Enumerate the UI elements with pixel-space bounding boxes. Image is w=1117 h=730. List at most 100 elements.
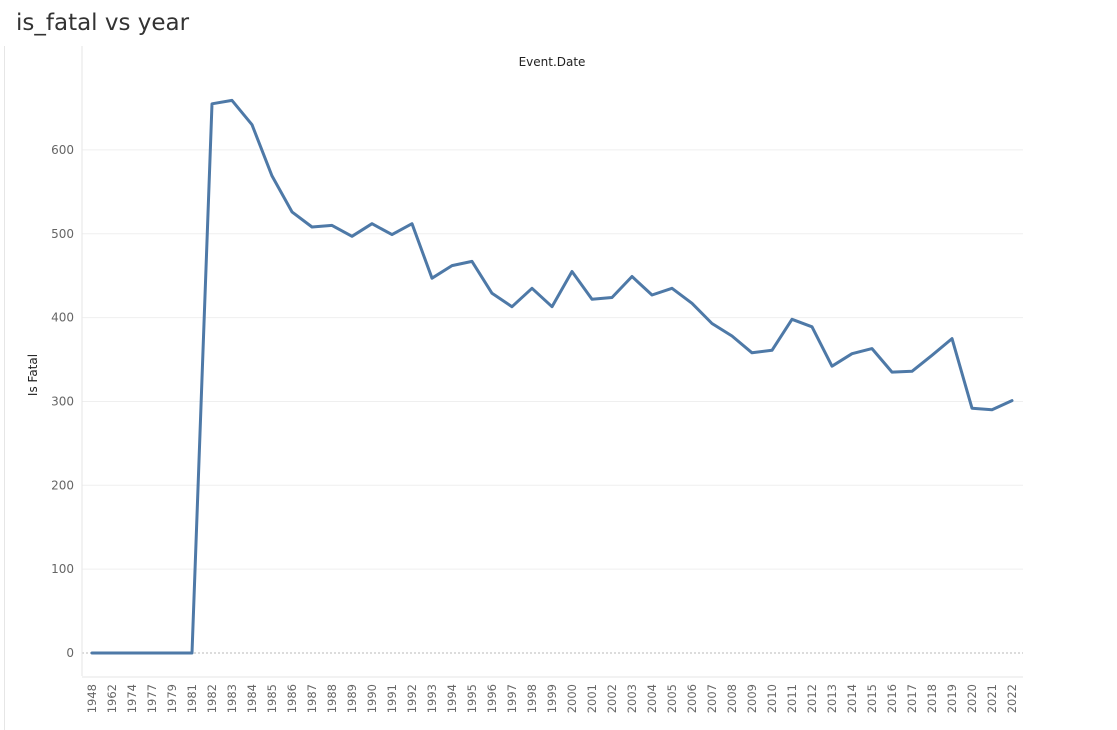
- series[interactable]: [88, 96, 1016, 657]
- x-tick-label: 2004: [645, 684, 659, 713]
- x-tick-label: 1997: [505, 684, 519, 713]
- data-point[interactable]: [768, 346, 776, 354]
- data-point[interactable]: [508, 303, 516, 311]
- data-point[interactable]: [568, 268, 576, 276]
- x-tick-label: 2020: [965, 684, 979, 713]
- x-tick-label: 2000: [565, 684, 579, 713]
- data-point[interactable]: [388, 231, 396, 239]
- x-tick-label: 1994: [445, 684, 459, 713]
- x-tick-label: 2014: [845, 684, 859, 713]
- x-tick-label: 2016: [885, 684, 899, 713]
- x-tick-label: 2003: [625, 684, 639, 713]
- x-tick-label: 1995: [465, 684, 479, 713]
- x-axis-title: Event.Date: [519, 55, 586, 69]
- data-point[interactable]: [468, 257, 476, 265]
- data-point[interactable]: [408, 220, 416, 228]
- data-point[interactable]: [108, 649, 116, 657]
- x-tick-label: 1987: [305, 684, 319, 713]
- data-point[interactable]: [228, 96, 236, 104]
- x-tick-label: 1984: [245, 684, 259, 713]
- y-tick-label: 0: [66, 646, 74, 660]
- data-point[interactable]: [268, 172, 276, 180]
- x-tick-label: 1977: [145, 684, 159, 713]
- x-tick-label: 2005: [665, 684, 679, 713]
- data-point[interactable]: [308, 223, 316, 231]
- x-tick-label: 1989: [345, 684, 359, 713]
- x-tick-label: 1981: [185, 684, 199, 713]
- x-tick-label: 2022: [1005, 684, 1019, 713]
- x-tick-label: 2011: [785, 684, 799, 713]
- sheet-border: [4, 46, 5, 730]
- data-point[interactable]: [808, 323, 816, 331]
- data-point[interactable]: [448, 262, 456, 270]
- x-tick-label: 2012: [805, 684, 819, 713]
- x-tick-label: 1985: [265, 684, 279, 713]
- x-tick-label: 2007: [705, 684, 719, 713]
- data-point[interactable]: [728, 332, 736, 340]
- series-line[interactable]: [90, 98, 1014, 655]
- data-point[interactable]: [428, 274, 436, 282]
- data-point[interactable]: [1008, 397, 1016, 405]
- data-point[interactable]: [168, 649, 176, 657]
- data-point[interactable]: [928, 351, 936, 359]
- x-tick-label: 2008: [725, 684, 739, 713]
- data-point[interactable]: [908, 367, 916, 375]
- x-tick-label: 1998: [525, 684, 539, 713]
- y-tick-label: 100: [51, 562, 74, 576]
- data-point[interactable]: [868, 345, 876, 353]
- y-tick-label: 300: [51, 394, 74, 408]
- data-point[interactable]: [288, 208, 296, 216]
- y-tick-label: 200: [51, 478, 74, 492]
- x-tick-label: 1974: [125, 684, 139, 713]
- x-tick-label: 2018: [925, 684, 939, 713]
- data-point[interactable]: [848, 350, 856, 358]
- x-tick-label: 2013: [825, 684, 839, 713]
- gridlines: [82, 149, 1023, 654]
- data-point[interactable]: [968, 404, 976, 412]
- x-tick-label: 1993: [425, 684, 439, 713]
- data-point[interactable]: [708, 320, 716, 328]
- x-tick-label: 2001: [585, 684, 599, 713]
- data-point[interactable]: [888, 368, 896, 376]
- data-point[interactable]: [688, 299, 696, 307]
- x-tick-label: 2009: [745, 684, 759, 713]
- x-tick-label: 2015: [865, 684, 879, 713]
- data-point[interactable]: [948, 335, 956, 343]
- data-point[interactable]: [348, 232, 356, 240]
- x-tick-label: 1983: [225, 684, 239, 713]
- data-point[interactable]: [668, 284, 676, 292]
- data-point[interactable]: [188, 649, 196, 657]
- data-point[interactable]: [828, 362, 836, 370]
- data-point[interactable]: [128, 649, 136, 657]
- data-point[interactable]: [988, 406, 996, 414]
- x-tick-label: 1992: [405, 684, 419, 713]
- x-tick-label: 1996: [485, 684, 499, 713]
- data-point[interactable]: [528, 284, 536, 292]
- x-tick-label: 1986: [285, 684, 299, 713]
- x-tick-label: 2021: [985, 684, 999, 713]
- y-tick-label: 400: [51, 311, 74, 325]
- data-point[interactable]: [648, 291, 656, 299]
- data-point[interactable]: [148, 649, 156, 657]
- data-point[interactable]: [608, 294, 616, 302]
- y-axis-title: Is Fatal: [26, 354, 40, 396]
- data-point[interactable]: [588, 295, 596, 303]
- x-tick-label: 2006: [685, 684, 699, 713]
- data-point[interactable]: [328, 221, 336, 229]
- data-point[interactable]: [208, 100, 216, 108]
- data-point[interactable]: [548, 303, 556, 311]
- x-tick-label: 1990: [365, 684, 379, 713]
- data-point[interactable]: [748, 349, 756, 357]
- data-point[interactable]: [88, 649, 96, 657]
- data-point[interactable]: [368, 220, 376, 228]
- y-tick-label: 500: [51, 227, 74, 241]
- x-tick-label: 2019: [945, 684, 959, 713]
- x-tick-label: 1979: [165, 684, 179, 713]
- data-point[interactable]: [488, 289, 496, 297]
- data-point[interactable]: [248, 121, 256, 129]
- data-point[interactable]: [628, 273, 636, 281]
- x-tick-label: 1982: [205, 684, 219, 713]
- data-point[interactable]: [788, 315, 796, 323]
